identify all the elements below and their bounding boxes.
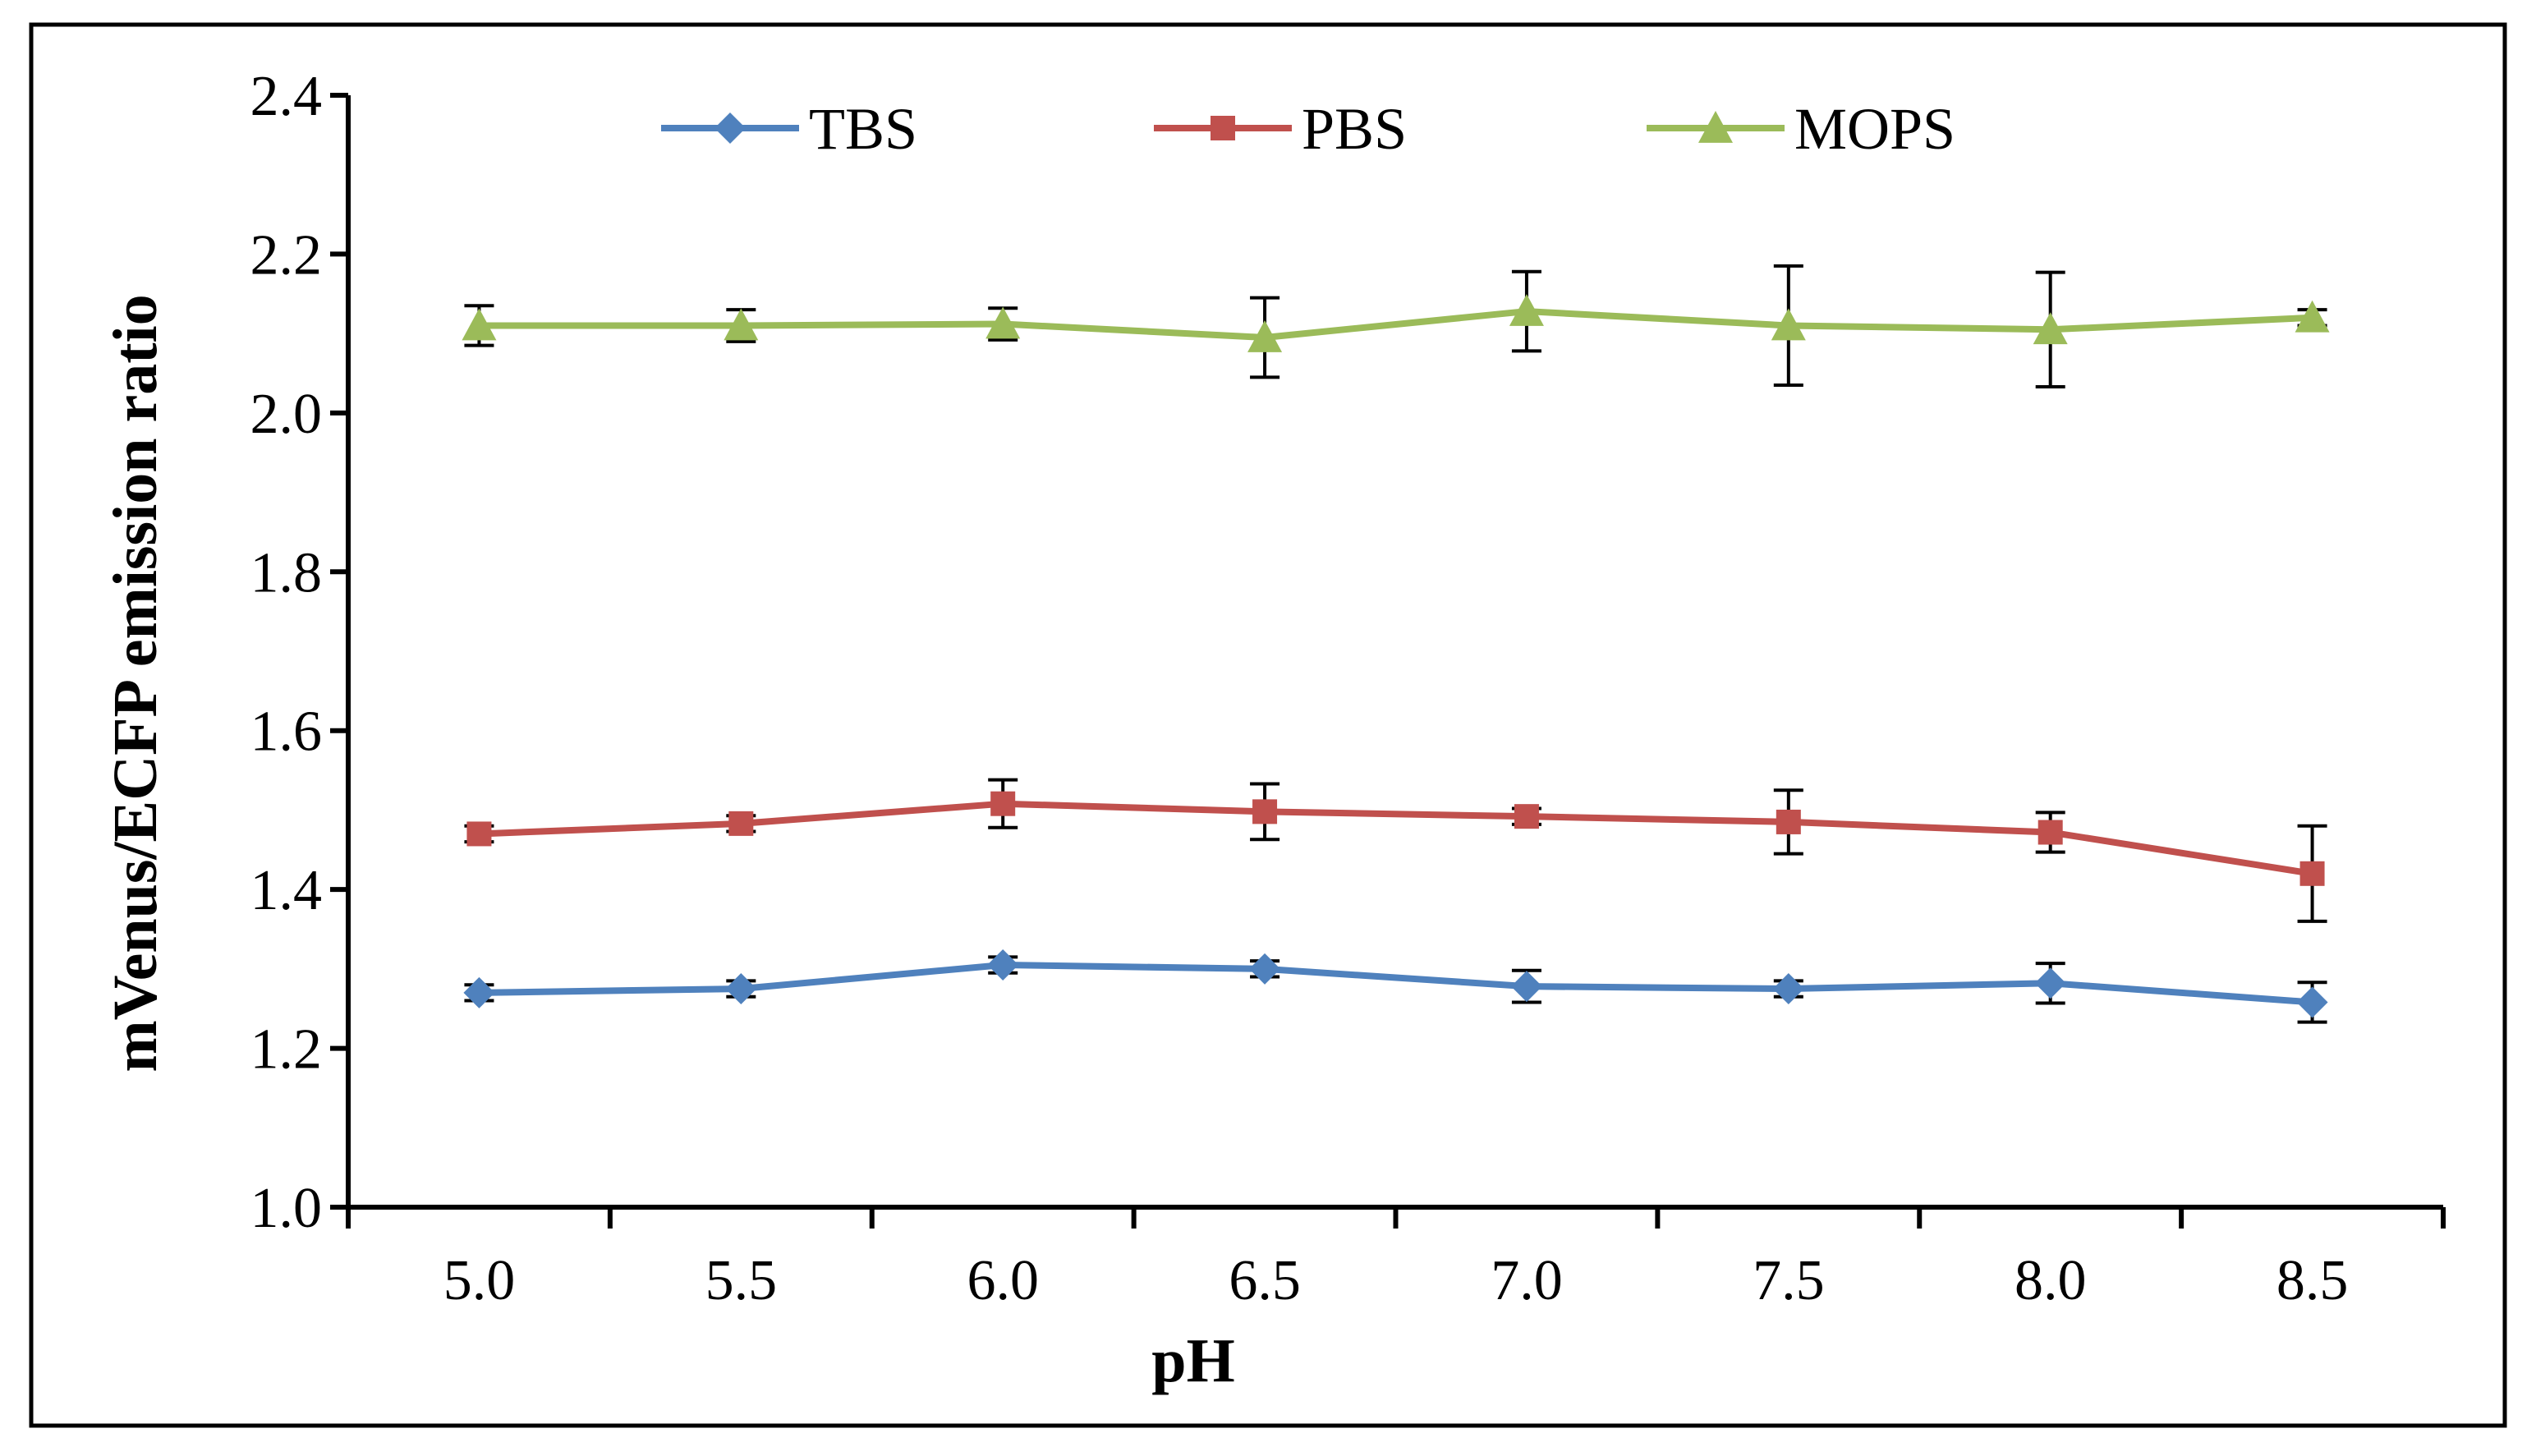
data-point-tbs xyxy=(1772,973,1804,1005)
x-tick-label: 6.5 xyxy=(1229,1249,1301,1312)
y-tick-label: 2.2 xyxy=(250,223,323,287)
x-tick-label: 5.0 xyxy=(443,1249,516,1312)
x-tick-label: 6.0 xyxy=(967,1249,1039,1312)
y-tick-label: 2.0 xyxy=(250,383,323,446)
series-tbs xyxy=(463,949,2328,1024)
data-point-pbs xyxy=(1252,799,1278,824)
data-point-tbs xyxy=(987,949,1019,981)
y-tick-label: 1.6 xyxy=(250,700,323,764)
data-point-pbs xyxy=(990,791,1016,816)
y-tick-label: 1.4 xyxy=(250,859,323,922)
data-point-tbs xyxy=(1249,953,1281,985)
data-point-mops xyxy=(1509,294,1544,326)
series-line-tbs xyxy=(479,962,2313,1006)
data-point-pbs xyxy=(2038,820,2063,845)
data-point-pbs xyxy=(2299,861,2325,886)
data-point-tbs xyxy=(2034,967,2066,999)
legend-marker-pbs xyxy=(1211,116,1235,140)
series-mops xyxy=(462,264,2330,388)
axes: 1.0 1.2 1.4 1.6 1.8 2.0 2.2 2.4 5.0 5.5 6.0 6.5 7.0 7… xyxy=(250,65,2446,1312)
legend-item-pbs: PBS xyxy=(1154,96,1407,162)
legend-marker-tbs xyxy=(714,113,746,144)
data-point-mops xyxy=(2295,300,2330,333)
x-tick-label: 8.0 xyxy=(2015,1249,2087,1312)
data-point-pbs xyxy=(1514,804,1539,829)
data-point-mops xyxy=(1771,308,1806,341)
x-tick-label: 5.5 xyxy=(705,1249,778,1312)
y-axis-title: mVenus/ECFP emission ratio xyxy=(101,294,170,1072)
series-line-mops xyxy=(479,308,2313,341)
y-tick-label: 1.0 xyxy=(250,1177,323,1240)
legend: TBS PBS MOPS xyxy=(661,96,1955,162)
legend-item-mops: MOPS xyxy=(1647,96,1955,162)
legend-marker-mops xyxy=(1698,111,1733,143)
legend-label-mops: MOPS xyxy=(1794,96,1955,162)
data-point-mops xyxy=(985,306,1021,339)
data-point-pbs xyxy=(728,811,754,836)
data-point-tbs xyxy=(725,973,757,1005)
data-point-tbs xyxy=(2296,986,2328,1018)
chart-outer-border xyxy=(29,22,2507,1428)
data-point-mops xyxy=(724,308,759,341)
legend-item-tbs: TBS xyxy=(661,96,917,162)
data-point-tbs xyxy=(463,976,495,1008)
data-point-pbs xyxy=(466,821,492,847)
x-tick-label: 7.5 xyxy=(1753,1249,1825,1312)
series-pbs xyxy=(464,778,2327,923)
legend-label-pbs: PBS xyxy=(1302,96,1407,162)
y-tick-label: 2.4 xyxy=(250,65,323,128)
y-tick-label: 1.2 xyxy=(250,1018,323,1082)
x-tick-label: 8.5 xyxy=(2276,1249,2349,1312)
y-tick-label: 1.8 xyxy=(250,541,323,604)
series-line-pbs xyxy=(479,800,2313,877)
data-point-mops xyxy=(462,308,497,341)
x-axis-title: pH xyxy=(1151,1326,1234,1395)
data-point-tbs xyxy=(1510,971,1542,1003)
x-tick-label: 7.0 xyxy=(1491,1249,1563,1312)
data-point-mops xyxy=(2033,312,2068,345)
data-point-pbs xyxy=(1776,809,1801,834)
data-point-mops xyxy=(1247,319,1283,352)
plot-area xyxy=(462,264,2330,1024)
legend-label-tbs: TBS xyxy=(809,96,917,162)
